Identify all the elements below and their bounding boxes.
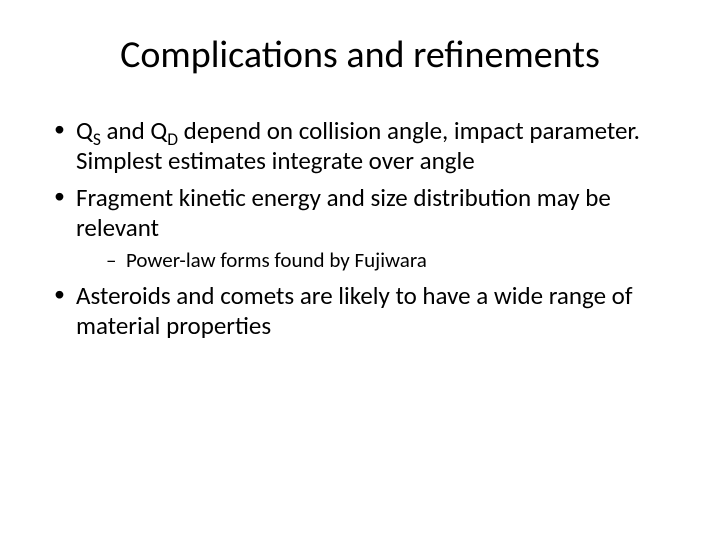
text-fragment: Fragment kinetic energy and size distrib… <box>76 182 611 243</box>
bullet-item-3: Asteroids and comets are likely to have … <box>48 281 672 340</box>
text-fragment: Q <box>76 115 93 146</box>
sub-bullet-item-1: Power-law forms found by Fujiwara <box>104 248 672 273</box>
bullet-list: QS and QD depend on collision angle, imp… <box>48 116 672 340</box>
slide: Complications and refinements QS and QD … <box>0 0 720 540</box>
text-fragment: and Q <box>101 115 167 146</box>
bullet-item-2: Fragment kinetic energy and size distrib… <box>48 183 672 273</box>
bullet-item-1: QS and QD depend on collision angle, imp… <box>48 116 672 175</box>
text-fragment: Power-law forms found by Fujiwara <box>126 247 427 273</box>
slide-title: Complications and refinements <box>48 32 672 78</box>
text-fragment: Asteroids and comets are likely to have … <box>76 280 633 341</box>
sub-bullet-list: Power-law forms found by Fujiwara <box>76 248 672 273</box>
